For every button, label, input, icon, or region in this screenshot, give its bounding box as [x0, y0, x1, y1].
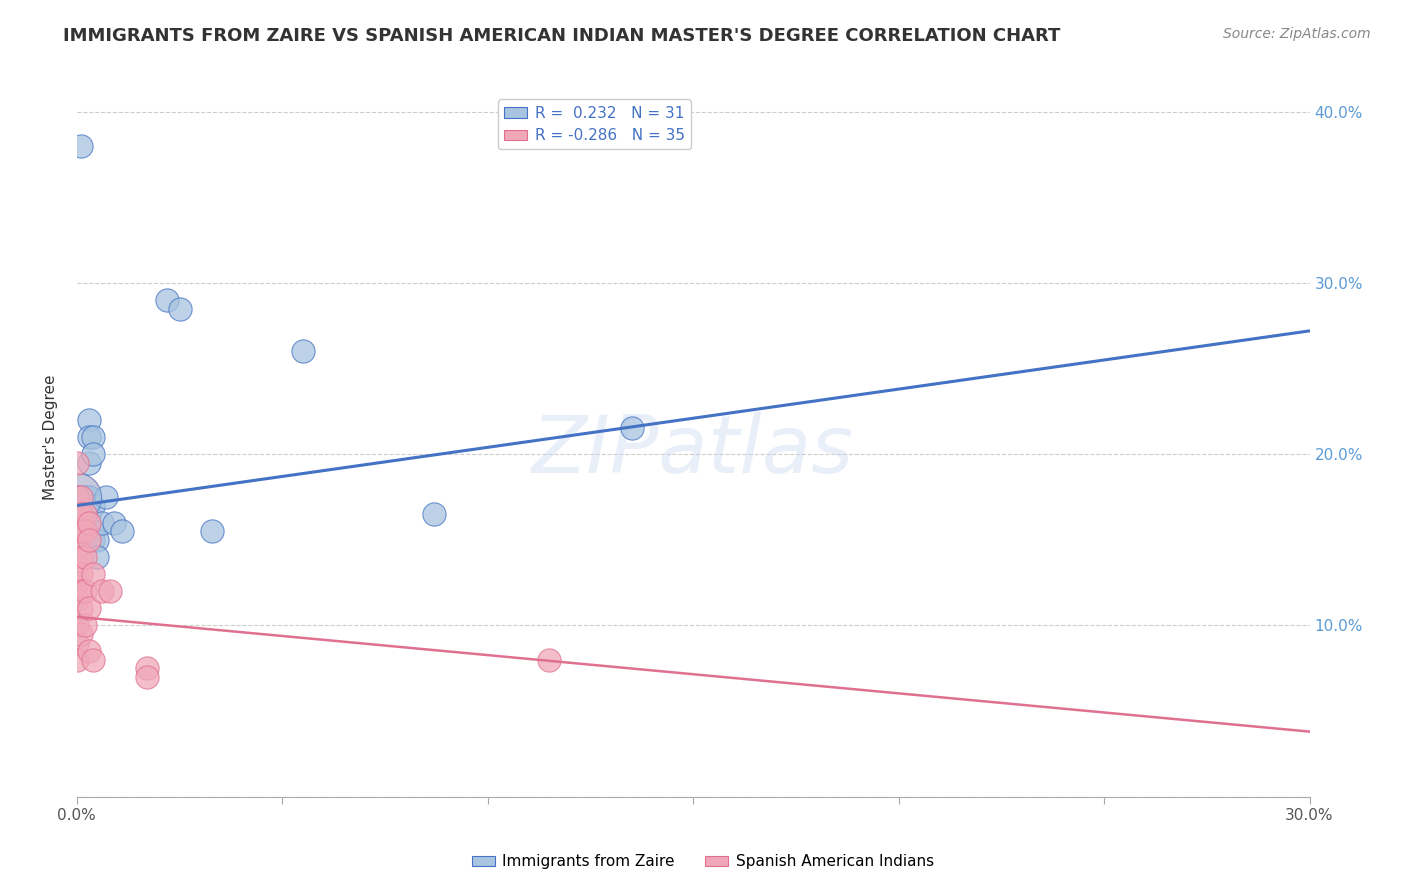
Point	[66, 541, 89, 556]
Point	[135, 670, 157, 684]
Point	[75, 507, 97, 521]
Point	[291, 344, 314, 359]
Point	[66, 524, 89, 539]
Point	[94, 490, 117, 504]
Point	[70, 490, 93, 504]
Point	[77, 507, 100, 521]
Point	[66, 653, 89, 667]
Y-axis label: Master's Degree: Master's Degree	[44, 375, 58, 500]
Point	[77, 533, 100, 547]
Point	[75, 524, 97, 539]
Point	[70, 507, 93, 521]
Point	[98, 584, 121, 599]
Point	[82, 430, 104, 444]
Point	[77, 644, 100, 658]
Point	[70, 499, 93, 513]
Point	[75, 524, 97, 539]
Point	[70, 567, 93, 582]
Point	[135, 661, 157, 675]
Point	[70, 490, 93, 504]
Point	[66, 490, 89, 504]
Point	[77, 456, 100, 470]
Point	[75, 618, 97, 632]
Point	[75, 549, 97, 564]
Point	[66, 618, 89, 632]
Point	[90, 584, 112, 599]
Point	[66, 507, 89, 521]
Point	[66, 558, 89, 573]
Point	[70, 601, 93, 615]
Point	[620, 421, 643, 435]
Point	[77, 490, 100, 504]
Point	[103, 516, 125, 530]
Point	[70, 627, 93, 641]
Point	[82, 567, 104, 582]
Point	[75, 507, 97, 521]
Point	[70, 524, 93, 539]
Point	[111, 524, 134, 539]
Point	[156, 293, 179, 307]
Point	[70, 549, 93, 564]
Point	[70, 139, 93, 153]
Point	[75, 490, 97, 504]
Point	[86, 549, 108, 564]
Point	[66, 575, 89, 590]
Point	[90, 516, 112, 530]
Point	[82, 533, 104, 547]
Point	[82, 524, 104, 539]
Point	[75, 584, 97, 599]
Point	[77, 430, 100, 444]
Point	[77, 601, 100, 615]
Point	[423, 507, 446, 521]
Point	[66, 456, 89, 470]
Point	[77, 516, 100, 530]
Point	[66, 592, 89, 607]
Point	[86, 533, 108, 547]
Point	[82, 447, 104, 461]
Point	[70, 507, 93, 521]
Point	[82, 653, 104, 667]
Legend: Immigrants from Zaire, Spanish American Indians: Immigrants from Zaire, Spanish American …	[465, 848, 941, 875]
Point	[66, 490, 89, 504]
Point	[82, 499, 104, 513]
Text: ZIPatlas: ZIPatlas	[531, 412, 855, 491]
Point	[70, 584, 93, 599]
Point	[538, 653, 561, 667]
Point	[66, 490, 89, 504]
Point	[77, 413, 100, 427]
Text: IMMIGRANTS FROM ZAIRE VS SPANISH AMERICAN INDIAN MASTER'S DEGREE CORRELATION CHA: IMMIGRANTS FROM ZAIRE VS SPANISH AMERICA…	[63, 27, 1060, 45]
Point	[201, 524, 224, 539]
Point	[66, 490, 89, 504]
Text: Source: ZipAtlas.com: Source: ZipAtlas.com	[1223, 27, 1371, 41]
Legend: R =  0.232   N = 31, R = -0.286   N = 35: R = 0.232 N = 31, R = -0.286 N = 35	[498, 100, 690, 149]
Point	[169, 301, 191, 316]
Point	[66, 635, 89, 649]
Point	[75, 499, 97, 513]
